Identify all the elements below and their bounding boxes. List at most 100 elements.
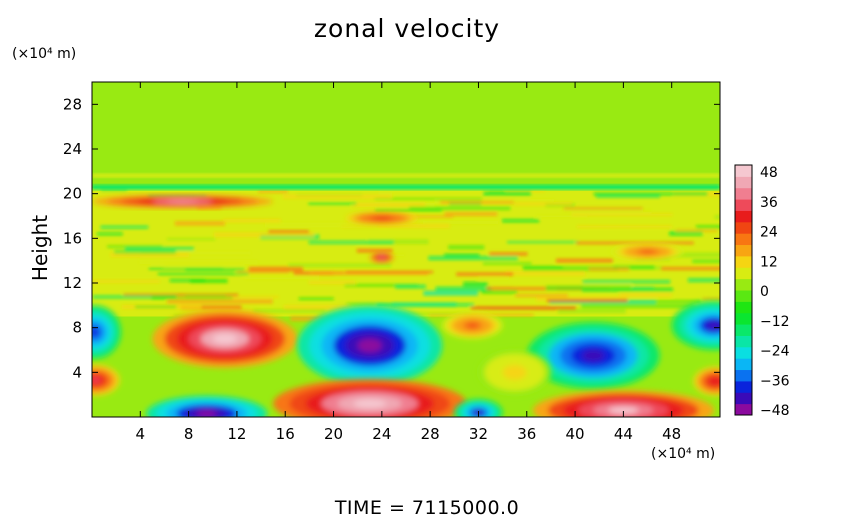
field-streak (265, 222, 380, 228)
colorbar-label: 0 (760, 284, 769, 300)
x-axis: 4 8 12 16 20 24 28 32 36 40 44 48 (136, 82, 681, 443)
field-streak (687, 278, 720, 283)
x-tick-label: 16 (276, 425, 295, 443)
field-streak (556, 258, 613, 263)
field-streak (470, 306, 577, 310)
pos-edge-right-ring (711, 378, 719, 384)
field-streak (110, 252, 190, 258)
field-streak (223, 218, 281, 223)
field-streak (695, 225, 720, 229)
field-streak (374, 197, 483, 201)
field-streak (557, 308, 626, 314)
pos-patch-35-ring (508, 368, 521, 377)
x-tick-label: 44 (614, 425, 633, 443)
x-tick-label: 28 (421, 425, 440, 443)
x-tick-label: 48 (662, 425, 681, 443)
colorbar-swatch (735, 199, 752, 211)
field-streak (185, 267, 245, 271)
field-streak (395, 284, 426, 289)
patch-17-ring (375, 217, 388, 220)
field-streak (346, 303, 393, 306)
field-streak (125, 247, 194, 251)
y-tick-label: 4 (72, 363, 82, 381)
field-streak (478, 276, 509, 280)
field-streak (175, 295, 279, 298)
field-streak (248, 266, 304, 272)
pos-lobe (152, 309, 298, 368)
field-streak (619, 292, 672, 297)
neg-lobe-23 (297, 305, 443, 386)
field-streak (298, 297, 334, 300)
field-streak (596, 195, 661, 198)
field-streak (545, 285, 632, 291)
patch-17 (345, 211, 419, 225)
heatmap-field (92, 82, 720, 417)
field-streak (428, 255, 518, 261)
field-streak (157, 272, 249, 276)
field-streak (308, 202, 357, 205)
field-streak (692, 259, 720, 264)
field-streak (444, 211, 498, 217)
colorbar-swatch (735, 233, 752, 246)
patch-15 (611, 242, 684, 261)
field-streak (213, 232, 315, 238)
field-streak (344, 284, 418, 287)
colorbar-swatch (735, 255, 752, 268)
field-streak (174, 221, 226, 226)
field-streak (576, 241, 694, 245)
jet-19 (92, 194, 274, 209)
field-band (92, 184, 720, 190)
field-streak (423, 290, 478, 296)
patch-8 (442, 312, 503, 339)
colorbar-swatch (735, 165, 752, 177)
colorbar-swatch (735, 358, 752, 371)
jet-19-ring (167, 200, 198, 203)
field-streak (507, 241, 579, 244)
field-streak (134, 305, 178, 308)
field-streak (505, 189, 545, 192)
field-streak (100, 225, 149, 229)
y-tick-label: 8 (72, 319, 82, 337)
pos-patch-35 (478, 350, 551, 395)
field-streak (282, 194, 393, 199)
colorbar-swatch (735, 267, 752, 280)
field-streak (501, 219, 540, 223)
field-band (92, 173, 720, 178)
field-streak (123, 293, 239, 297)
pos-edge-right (693, 366, 720, 396)
pos-bottom-23-ring (353, 399, 386, 408)
field-streak (440, 200, 514, 204)
field-streak (582, 279, 671, 284)
neg-lobe-23-ring (357, 338, 382, 353)
pos-bottom-44-ring (608, 406, 639, 414)
neg-edge-right (671, 300, 720, 350)
field-streak (435, 286, 492, 291)
field-streak (483, 190, 532, 196)
field-streak (571, 213, 673, 216)
patch-8-ring (467, 323, 478, 328)
field-streak (164, 262, 245, 266)
x-tick-label: 32 (469, 425, 488, 443)
field-streak (375, 208, 442, 212)
neg-lobe-41 (526, 322, 660, 390)
field-streak (404, 312, 472, 315)
field-streak (448, 245, 485, 250)
field-streak (423, 221, 499, 225)
field-streak (613, 265, 655, 269)
y-tick-label: 12 (63, 274, 82, 292)
colorbar-swatch (735, 187, 752, 200)
field-streak (588, 267, 630, 271)
field-streak (189, 279, 228, 283)
field-streak (714, 215, 720, 219)
field-streak (576, 225, 673, 228)
colorbar-swatch (735, 380, 752, 393)
field-streak (481, 290, 518, 294)
neg-lobe-41-ring (582, 350, 605, 362)
x-tick-label: 36 (517, 425, 536, 443)
colorbar-swatch (735, 392, 752, 405)
field-streak (561, 209, 652, 212)
field-streak (114, 250, 176, 255)
neg-bottom-9-ring (196, 410, 217, 417)
x-tick-label: 40 (566, 425, 585, 443)
